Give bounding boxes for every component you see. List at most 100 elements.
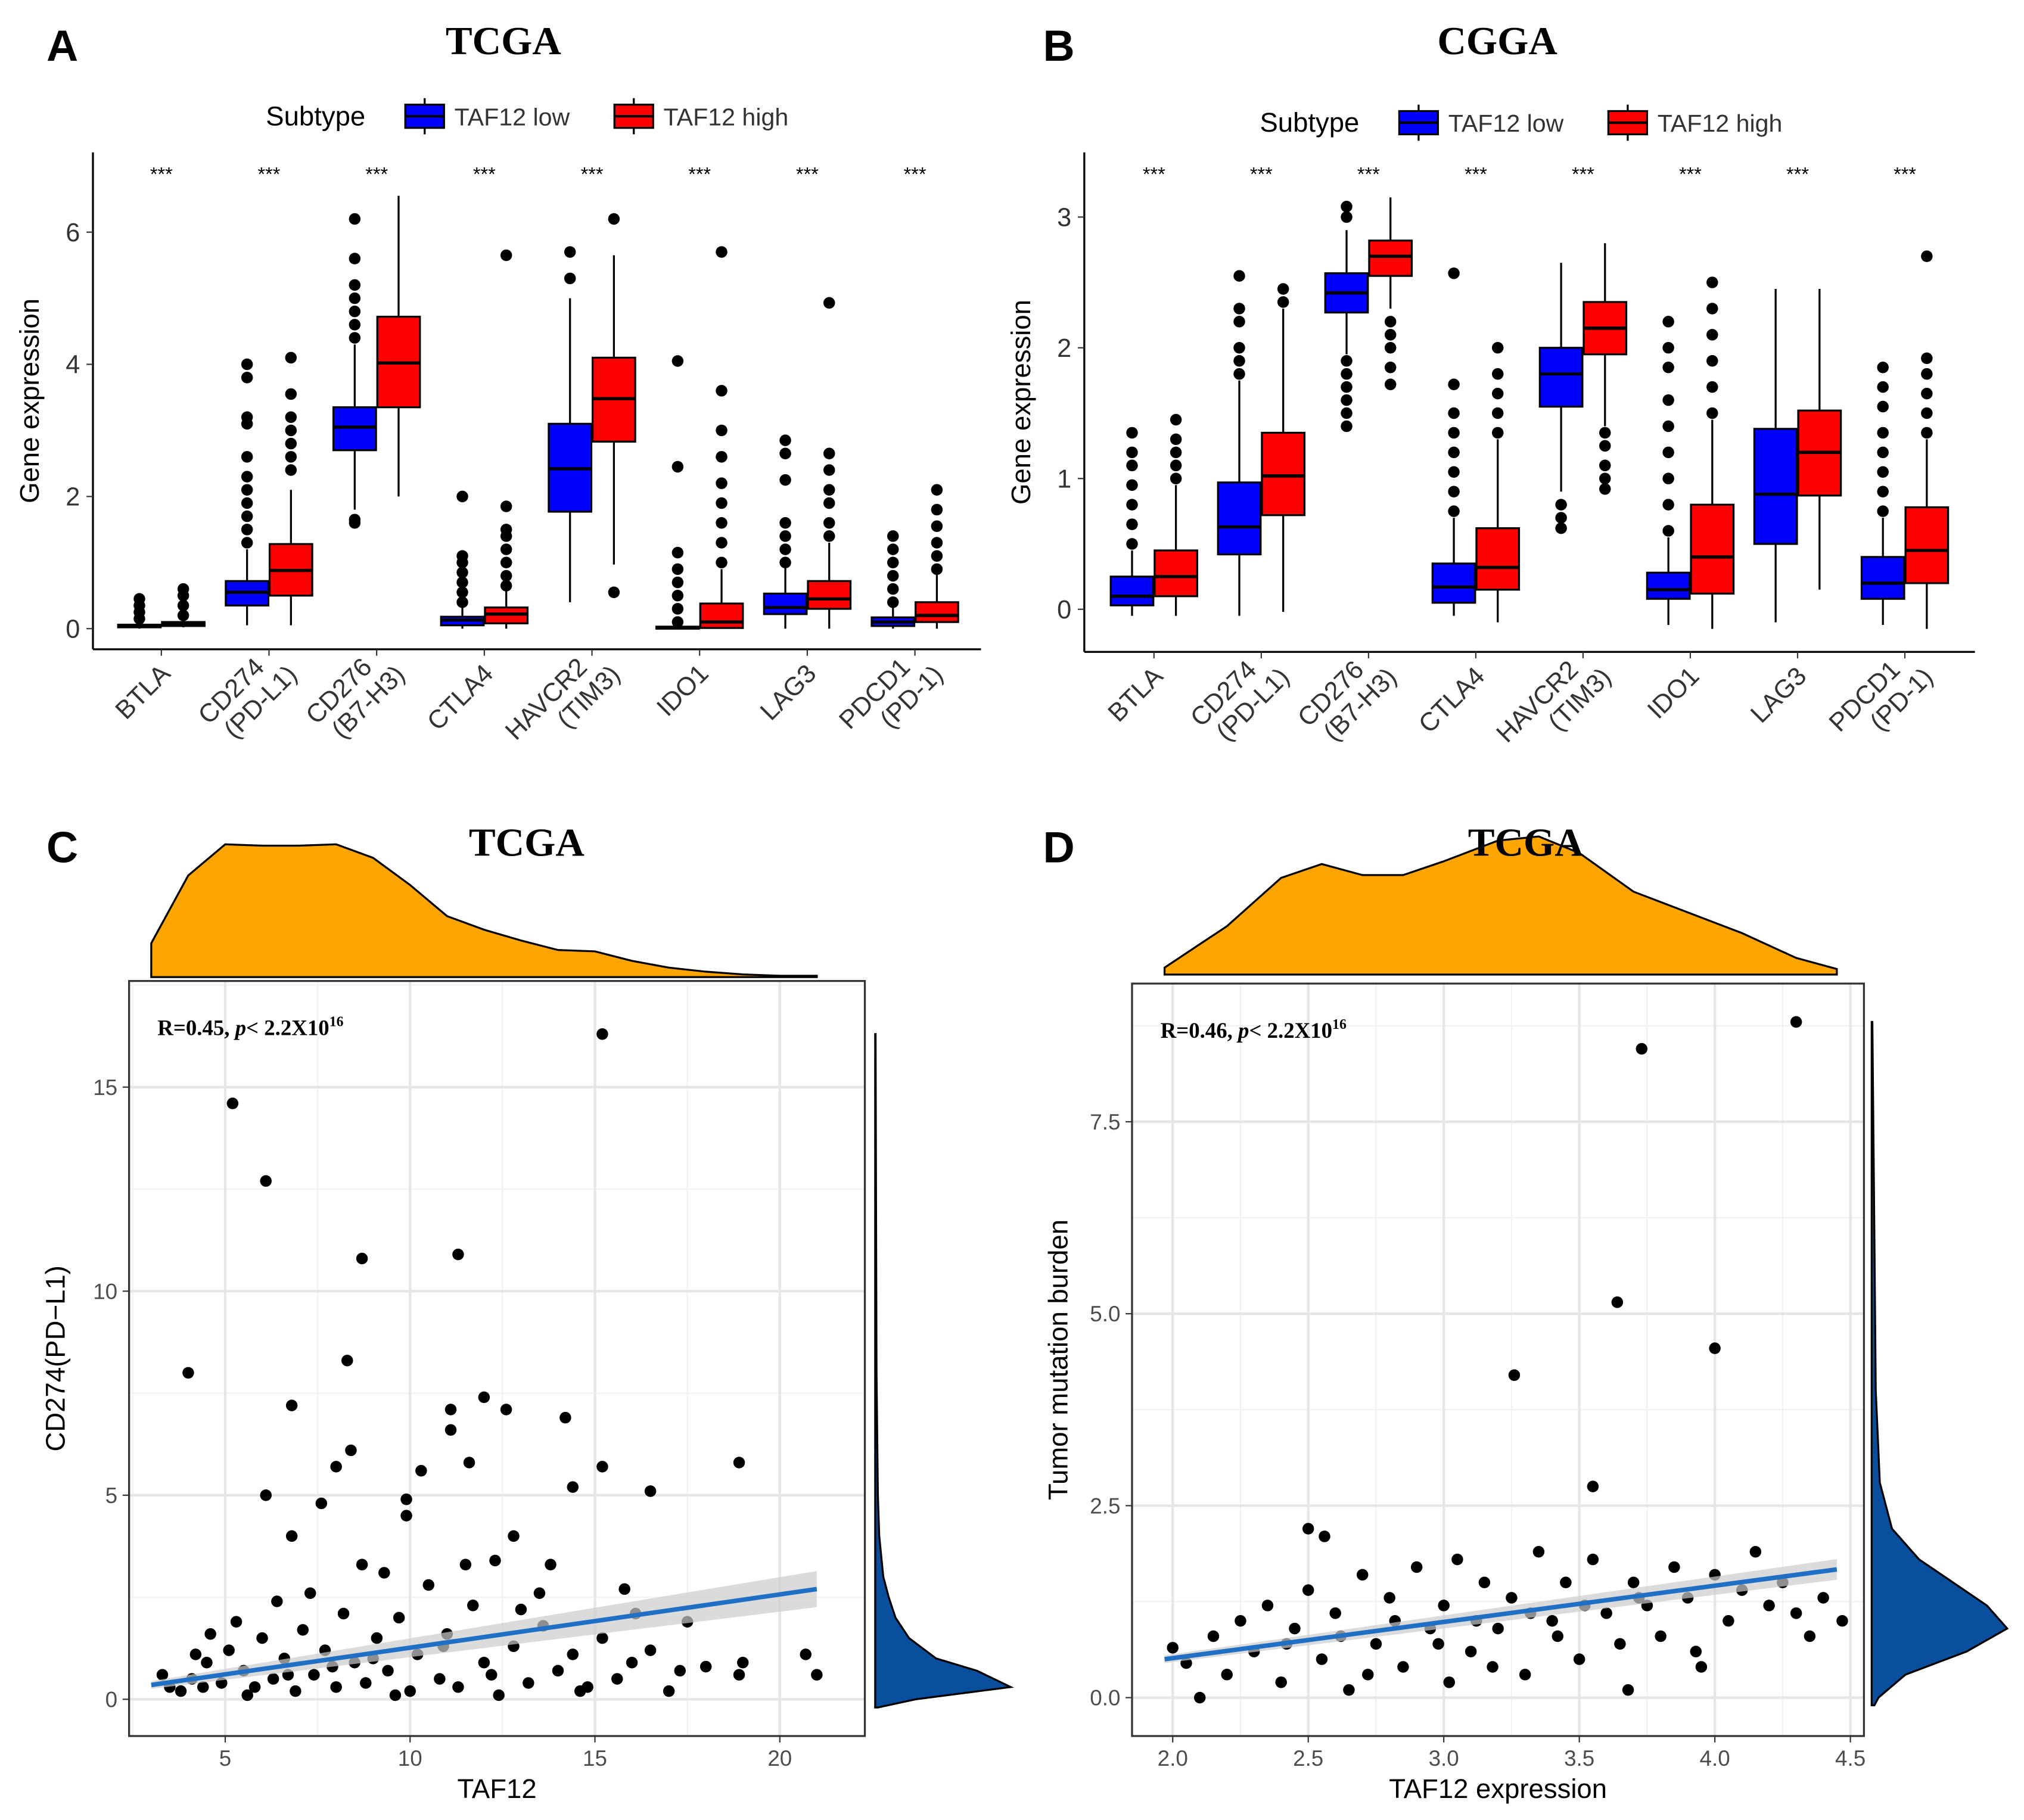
significance-label: *** — [1894, 163, 1916, 185]
box-low — [1646, 316, 1691, 626]
outlier-point — [241, 497, 253, 509]
y-tick-label: 10 — [93, 1279, 117, 1303]
data-point — [733, 1457, 745, 1469]
outlier-point — [1448, 446, 1460, 459]
legend-title: Subtype — [1260, 107, 1359, 138]
outlier-point — [285, 424, 297, 437]
legend-title: Subtype — [266, 101, 365, 131]
outlier-point — [1448, 378, 1460, 390]
box-low — [1860, 361, 1905, 626]
panel-label-c: C — [46, 822, 78, 872]
outlier-point — [1233, 342, 1245, 354]
box — [1860, 556, 1905, 600]
box — [1538, 347, 1584, 408]
data-point — [644, 1644, 657, 1656]
outlier-point — [823, 484, 835, 496]
data-point — [308, 1669, 320, 1681]
annotation-threshold: < 2.2X10 — [1249, 1018, 1332, 1043]
outlier-point — [1555, 499, 1567, 511]
panel-label-b: B — [1043, 21, 1074, 70]
outlier-point — [1877, 400, 1889, 413]
data-point — [1383, 1592, 1395, 1604]
data-point — [156, 1669, 169, 1681]
outlier-point — [1170, 472, 1182, 485]
data-point — [1614, 1638, 1626, 1650]
data-point — [1316, 1653, 1328, 1665]
box-high — [484, 249, 529, 629]
significance-label: *** — [1143, 163, 1165, 185]
box-high — [1261, 283, 1306, 612]
x-tick-label: CTLA4 — [1413, 662, 1490, 739]
box-high — [591, 213, 636, 598]
x-tick-label: CD276(B7-H3) — [1292, 642, 1402, 752]
significance-label: *** — [796, 163, 819, 185]
data-point — [596, 1632, 608, 1644]
outlier-point — [500, 556, 512, 569]
data-point — [1329, 1607, 1341, 1619]
x-tick-label: PDCD1(PD-1) — [834, 640, 949, 755]
outlier-point — [1491, 407, 1504, 419]
data-point — [559, 1411, 571, 1424]
outlier-point — [1877, 505, 1889, 517]
outlier-point — [1341, 420, 1353, 433]
data-point — [1167, 1642, 1179, 1654]
outlier-point — [1877, 361, 1889, 374]
box — [1368, 239, 1413, 277]
significance-label: *** — [1786, 163, 1809, 185]
data-point — [197, 1681, 209, 1693]
y-axis-label: Gene expression — [14, 298, 45, 503]
data-point — [444, 1404, 457, 1415]
data-point — [1749, 1545, 1762, 1558]
outlier-point — [1233, 354, 1245, 367]
outlier-point — [349, 319, 361, 331]
outlier-point — [564, 272, 576, 285]
data-point — [467, 1600, 479, 1611]
x-tick-label: HAVCR2(TIM3) — [500, 640, 626, 766]
outlier-point — [1170, 413, 1182, 426]
outlier-point — [1877, 381, 1889, 393]
data-point — [175, 1685, 187, 1697]
significance-label: *** — [1357, 163, 1380, 185]
data-point — [1763, 1600, 1775, 1611]
plot-border — [1131, 982, 1865, 1737]
outlier-point — [671, 603, 684, 615]
outlier-point — [1491, 368, 1504, 380]
data-point — [1397, 1661, 1409, 1673]
outlier-point — [456, 576, 468, 589]
data-point — [1573, 1653, 1585, 1665]
outlier-point — [1706, 276, 1718, 288]
outlier-point — [1341, 354, 1353, 367]
data-point — [463, 1457, 475, 1469]
y-tick-label: 7.5 — [1090, 1110, 1120, 1134]
outlier-point — [1662, 361, 1674, 374]
x-tick-label: 2.0 — [1158, 1746, 1188, 1771]
outlier-point — [1384, 329, 1397, 341]
outlier-point — [1341, 394, 1353, 406]
outlier-point — [716, 424, 727, 437]
outlier-point — [716, 477, 727, 489]
data-point — [1508, 1369, 1521, 1382]
outlier-point — [716, 556, 727, 569]
outlier-point — [1277, 296, 1289, 308]
data-point — [389, 1689, 402, 1701]
correlation-annotation: R=0.46, p< 2.2X1016 — [1161, 1017, 1347, 1043]
outlier-point — [349, 514, 361, 525]
data-point — [356, 1558, 368, 1571]
data-point — [1492, 1622, 1504, 1635]
box-low — [225, 358, 270, 626]
outlier-point — [931, 550, 943, 562]
data-point — [1302, 1584, 1314, 1596]
data-point — [1289, 1622, 1301, 1635]
box — [1261, 431, 1306, 517]
outlier-point — [716, 246, 727, 258]
x-tick-label: CD274(PD-L1) — [1185, 642, 1295, 752]
box — [1217, 481, 1262, 556]
y-axis-label: Tumor mutation burden — [1043, 1219, 1074, 1500]
data-point — [500, 1404, 512, 1415]
outlier-point — [887, 570, 899, 582]
data-point — [478, 1391, 490, 1404]
x-tick-label: 15 — [583, 1746, 607, 1771]
data-point — [360, 1677, 372, 1689]
x-tick-label-line: LAG3 — [1745, 662, 1812, 729]
